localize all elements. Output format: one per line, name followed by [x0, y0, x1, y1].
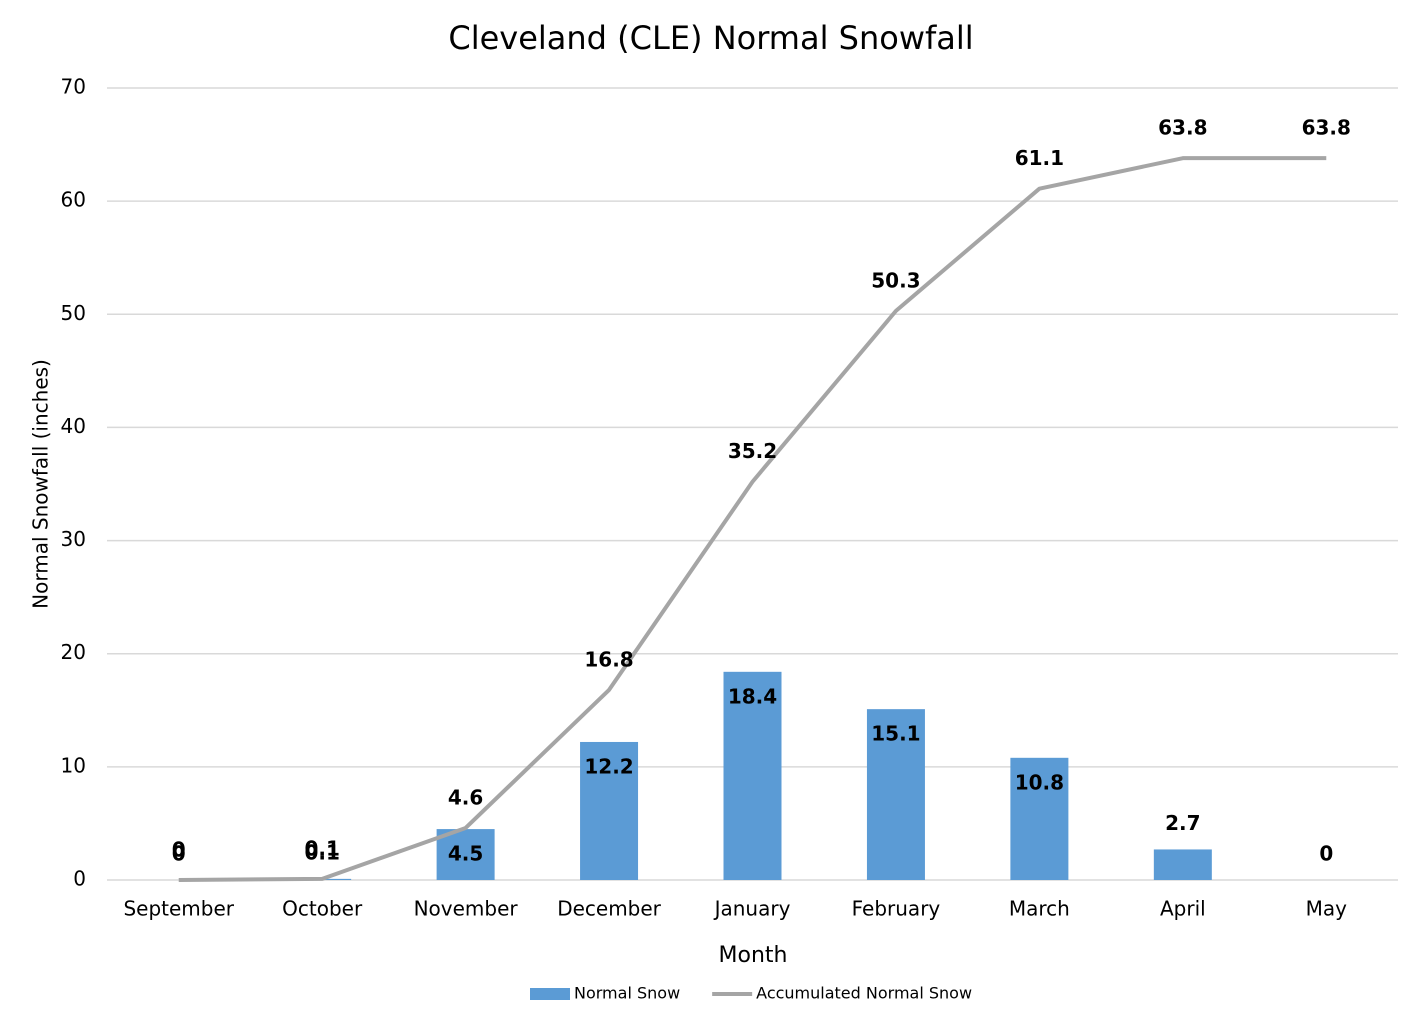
x-tick-label: February	[852, 897, 941, 921]
data-label: 10.8	[1015, 770, 1064, 794]
line	[178, 156, 1327, 882]
chart-title: Cleveland (CLE) Normal Snowfall	[448, 19, 973, 57]
data-label: 0	[172, 842, 186, 866]
y-tick-label: 0	[73, 867, 86, 891]
bar	[436, 829, 495, 880]
x-tick-label: September	[123, 897, 234, 921]
y-tick-label: 40	[61, 414, 86, 438]
data-label: 2.7	[1165, 811, 1200, 835]
data-label: 0.1	[304, 836, 339, 860]
y-tick-label: 60	[61, 188, 86, 212]
bar	[1153, 849, 1212, 880]
data-label: 61.1	[1015, 146, 1064, 170]
y-tick-label: 50	[61, 301, 86, 325]
legend-swatch	[530, 988, 570, 1000]
data-label: 12.2	[584, 754, 633, 778]
legend-label: Normal Snow	[574, 984, 680, 1003]
bar	[1010, 757, 1069, 880]
bar	[866, 709, 925, 880]
y-tick-label: 70	[61, 75, 86, 99]
data-label: 50.3	[871, 268, 920, 292]
x-tick-label: May	[1306, 897, 1348, 921]
bar	[580, 741, 639, 880]
data-label: 0.1	[304, 840, 339, 864]
legend-label: Accumulated Normal Snow	[756, 984, 972, 1003]
data-label: 35.2	[728, 439, 777, 463]
data-label: 4.6	[448, 785, 483, 809]
y-tick-label: 10	[61, 753, 86, 777]
data-label: 18.4	[728, 684, 777, 708]
y-tick-label: 30	[61, 527, 86, 551]
data-label: 16.8	[584, 647, 633, 671]
data-label: 15.1	[871, 722, 920, 746]
x-axis-title: Month	[719, 943, 788, 968]
x-tick-label: December	[557, 897, 661, 921]
data-label: 4.5	[448, 842, 483, 866]
bar	[723, 671, 782, 880]
y-tick-label: 20	[61, 640, 86, 664]
data-label: 0	[1319, 842, 1333, 866]
x-tick-label: October	[282, 897, 363, 921]
data-label: 63.8	[1158, 116, 1207, 140]
x-tick-label: March	[1009, 897, 1070, 921]
x-tick-label: November	[414, 897, 519, 921]
x-tick-label: April	[1160, 897, 1206, 921]
x-tick-label: January	[713, 897, 791, 921]
y-axis-title: Normal Snowfall (inches)	[29, 359, 53, 609]
data-label: 0	[172, 838, 186, 862]
data-label: 63.8	[1302, 116, 1351, 140]
